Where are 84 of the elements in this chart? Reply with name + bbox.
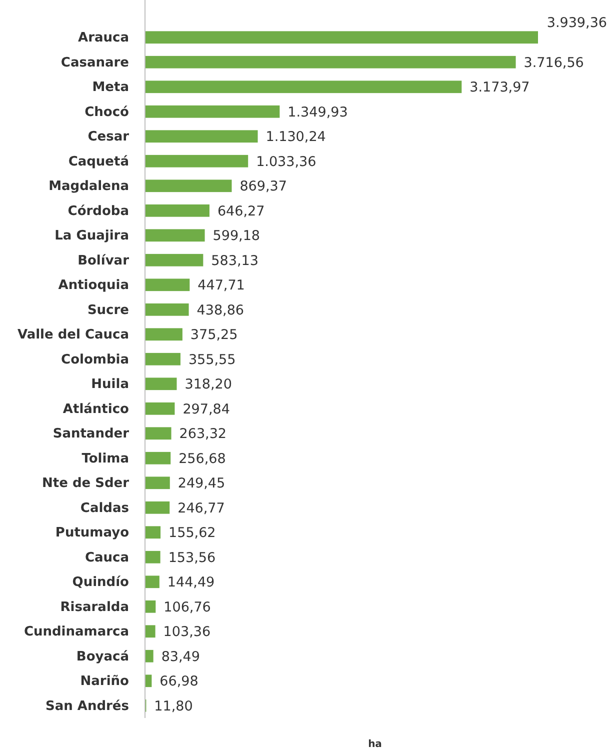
y-tick-label: Caldas (80, 500, 130, 516)
y-tick-label: Atlántico (62, 402, 130, 417)
bar (145, 154, 248, 168)
data-label: 155,62 (168, 525, 216, 542)
bar (145, 452, 171, 464)
y-tick-label: Córdoba (68, 204, 129, 219)
y-tick-label: Sucre (87, 302, 130, 318)
y-tick-label: Bolívar (78, 253, 130, 268)
y-tick-label: Cundinamarca (24, 624, 129, 640)
y-tick-label: Caquetá (68, 154, 129, 170)
data-label: 3.716,56 (524, 54, 584, 71)
bar (145, 278, 190, 292)
y-tick-label: Huila (91, 377, 129, 392)
y-tick-label: Antioquia (58, 278, 129, 294)
data-label: 1.349,93 (288, 104, 348, 120)
bar (145, 427, 172, 440)
data-label: 3.939,36 (546, 15, 607, 32)
bar (145, 501, 170, 514)
data-label: 144,49 (167, 574, 215, 591)
data-label: 869,37 (240, 178, 287, 195)
data-label: 438,86 (196, 302, 244, 318)
y-tick-label: La Guajira (54, 228, 129, 244)
data-label: 599,18 (212, 228, 260, 244)
y-tick-label: Santander (52, 426, 130, 442)
y-tick-label: Magdalena (48, 179, 129, 194)
y-tick-label: Arauca (78, 30, 129, 46)
y-tick-label: Cesar (88, 130, 130, 145)
data-label: 646,27 (217, 203, 265, 220)
data-label: 318,20 (184, 376, 232, 393)
bar (145, 674, 152, 688)
data-label: 1.033,36 (256, 154, 316, 170)
bar (145, 130, 258, 143)
data-label: 106,76 (164, 599, 211, 616)
y-tick-label: Tolima (82, 451, 129, 466)
y-tick-label: Putumayo (55, 526, 130, 541)
data-label: 66,98 (160, 674, 198, 690)
data-label: 103,36 (163, 624, 211, 640)
y-tick-label: San Andrés (45, 698, 130, 714)
data-label: 447,71 (198, 278, 245, 294)
data-label: 83,49 (161, 648, 200, 665)
bar (145, 476, 170, 490)
y-tick-label: Casanare (60, 55, 130, 70)
bar (145, 80, 462, 94)
bar (145, 352, 180, 366)
bar (145, 550, 160, 564)
data-label: 11,80 (154, 698, 193, 714)
bar (145, 328, 182, 341)
x-axis-title: ha (368, 739, 382, 750)
bar (145, 625, 156, 638)
data-label: 583,13 (211, 252, 258, 269)
y-tick-label: Nariño (80, 674, 130, 690)
data-label: 297,84 (182, 401, 230, 418)
bar (145, 229, 205, 242)
bar (145, 526, 161, 539)
y-tick-label: Quindío (72, 575, 130, 590)
y-tick-label: Meta (92, 80, 129, 96)
data-label: 153,56 (168, 550, 216, 566)
y-tick-label: Risaralda (60, 600, 129, 615)
bar (145, 105, 280, 118)
bar (145, 576, 160, 588)
data-label: 256,68 (178, 450, 226, 467)
y-tick-label: Cauca (84, 550, 129, 566)
data-label: 263,32 (179, 426, 227, 442)
bar (145, 31, 538, 44)
data-label: 375,25 (190, 327, 238, 344)
data-label: 355,55 (188, 352, 236, 368)
y-tick-label: Boyacá (76, 649, 129, 664)
bar (145, 402, 175, 415)
data-label: 1.130,24 (266, 129, 326, 146)
y-tick-label: Chocó (84, 104, 130, 120)
bar (145, 204, 210, 217)
bar (145, 600, 156, 613)
y-tick-label: Nte de Sder (42, 476, 130, 492)
bar (145, 180, 232, 192)
bar (145, 56, 516, 68)
data-label: 246,77 (178, 500, 225, 516)
y-tick-label: Valle del Cauca (17, 328, 129, 343)
bar (145, 254, 204, 266)
bar (145, 303, 189, 316)
bar (145, 378, 177, 390)
data-label: 249,45 (178, 476, 226, 492)
y-tick-label: Colombia (61, 352, 129, 368)
data-label: 3.173,97 (470, 80, 530, 96)
bar (145, 650, 154, 662)
